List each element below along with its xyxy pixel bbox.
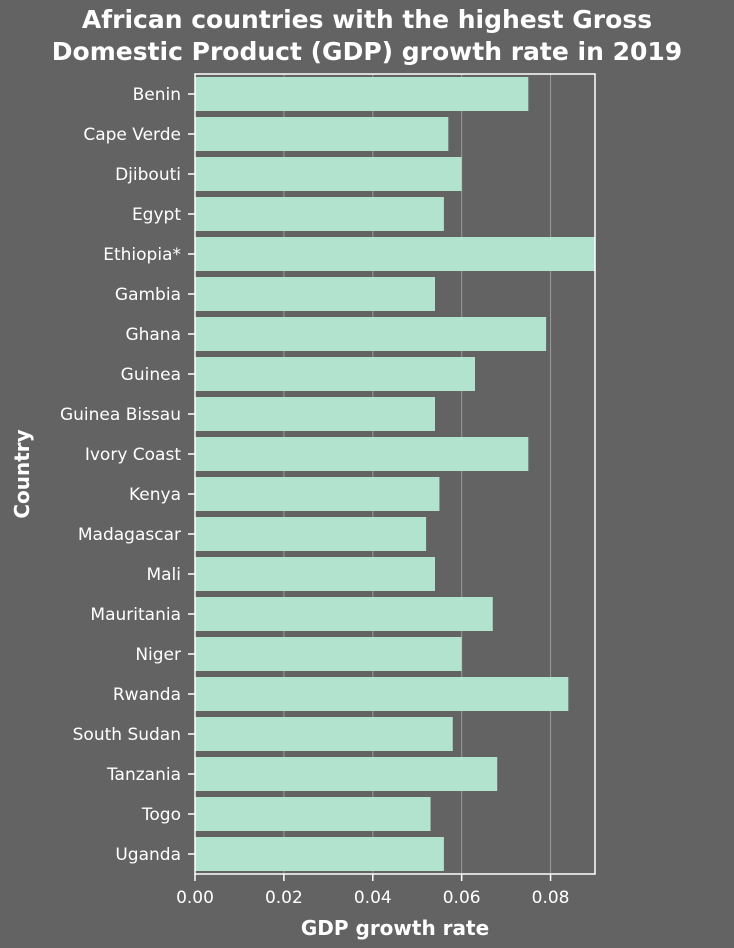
bar-togo: [195, 797, 431, 831]
bar-guinea-bissau: [195, 397, 435, 431]
bar-mauritania: [195, 597, 493, 631]
bar-mali: [195, 557, 435, 591]
bar-gambia: [195, 277, 435, 311]
x-tick-label: 0.06: [443, 888, 481, 908]
bar-djibouti: [195, 157, 462, 191]
y-tick-label: Cape Verde: [83, 125, 181, 145]
y-tick-label: Tanzania: [106, 765, 181, 785]
gridlines: [194, 74, 552, 874]
bar-kenya: [195, 477, 440, 511]
y-tick-label: Madagascar: [78, 525, 181, 545]
y-tick-label: Ghana: [125, 325, 181, 345]
y-tick-label: Rwanda: [113, 685, 181, 705]
bar-guinea: [195, 357, 475, 391]
bar-ivory-coast: [195, 437, 529, 471]
y-tick-label: Mali: [146, 565, 181, 585]
y-tick-label: Ethiopia*: [103, 245, 181, 265]
y-tick-label: Niger: [135, 645, 181, 665]
bar-madagascar: [195, 517, 427, 551]
y-tick-label: Uganda: [115, 845, 181, 865]
bar-south-sudan: [195, 717, 453, 751]
bar-ethiopia: [195, 237, 595, 271]
x-axis: 0.00 0.02 0.04 0.06 0.08: [176, 874, 569, 908]
x-tick-label: 0.04: [354, 888, 392, 908]
bar-ghana: [195, 317, 547, 351]
x-tick-label: 0.00: [176, 888, 214, 908]
chart-title: African countries with the highest Gross…: [0, 4, 734, 68]
y-tick-label: Guinea Bissau: [60, 405, 181, 425]
bar-rwanda: [195, 677, 569, 711]
bar-benin: [195, 77, 529, 111]
y-tick-label: Djibouti: [115, 165, 181, 185]
y-axis-title: Country: [10, 429, 34, 518]
bar-egypt: [195, 197, 444, 231]
chart-title-line-1: African countries with the highest Gross: [81, 5, 653, 34]
bars: [195, 77, 595, 871]
bar-uganda: [195, 837, 444, 871]
bar-niger: [195, 637, 462, 671]
bar-tanzania: [195, 757, 498, 791]
x-tick-label: 0.02: [265, 888, 303, 908]
y-tick-label: Togo: [141, 805, 181, 825]
bar-cape-verde: [195, 117, 449, 151]
y-tick-label: Gambia: [115, 285, 181, 305]
y-axis: Benin Cape Verde Djibouti Egypt Ethiopia* Gam…: [60, 85, 195, 865]
y-tick-label: Guinea: [121, 365, 181, 385]
y-tick-label: Mauritania: [90, 605, 181, 625]
y-tick-label: Benin: [133, 85, 181, 105]
x-axis-title: GDP growth rate: [301, 916, 489, 940]
x-tick-label: 0.08: [532, 888, 570, 908]
y-tick-label: Egypt: [132, 205, 181, 225]
y-tick-label: Ivory Coast: [85, 445, 181, 465]
plot-frame: [194, 73, 596, 875]
y-tick-label: South Sudan: [73, 725, 181, 745]
y-tick-label: Kenya: [129, 485, 181, 505]
chart-title-line-2: Domestic Product (GDP) growth rate in 20…: [51, 37, 683, 66]
